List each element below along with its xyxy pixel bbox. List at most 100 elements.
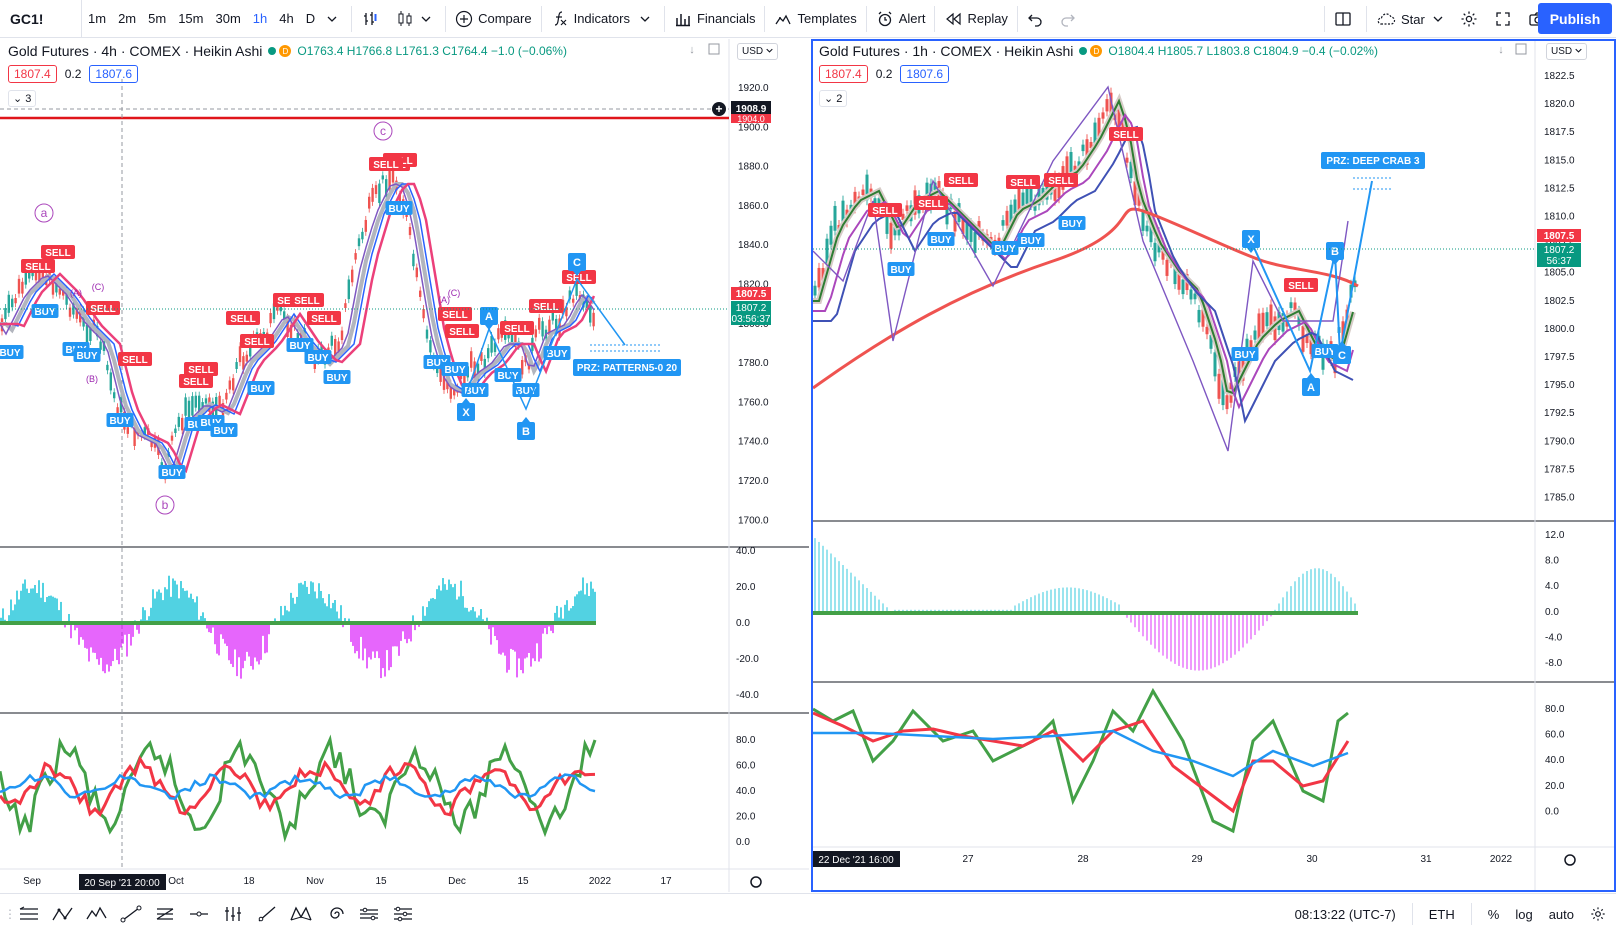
settings-button[interactable] xyxy=(1454,0,1489,38)
buy-signal-badge-text: BUY xyxy=(1061,219,1082,230)
indicator-collapse-toggle[interactable]: ⌄ 3 xyxy=(8,90,37,107)
financials-button[interactable]: Financials xyxy=(668,0,762,38)
candle-body xyxy=(1017,187,1021,212)
long-position-tool[interactable] xyxy=(12,897,46,931)
interval-30m-button[interactable]: 30m xyxy=(215,11,241,26)
sell-signal-badge-text: SELL xyxy=(311,314,337,325)
currency-selector[interactable]: USD xyxy=(1546,43,1587,60)
ask-price[interactable]: 1807.6 xyxy=(89,65,139,83)
elliott-wave-tool[interactable] xyxy=(80,897,114,931)
fullscreen-button[interactable] xyxy=(1489,0,1522,38)
right-chart-canvas[interactable]: 1822.5 1820.0 1817.5 1815.0 1812.5 1810.0 1807… xyxy=(813,41,1614,890)
gear-icon[interactable] xyxy=(1564,854,1576,866)
left-chart-title[interactable]: Gold Futures · 4h · COMEX · Heikin Ashi xyxy=(8,43,263,59)
pattern-point-c-pointer xyxy=(1338,341,1346,346)
candles-style-button[interactable] xyxy=(390,0,442,38)
ray-tool[interactable] xyxy=(250,897,284,931)
rsi-axis-label: 0.0 xyxy=(736,837,750,848)
horizontal-line-tool[interactable] xyxy=(182,897,216,931)
gear-icon[interactable] xyxy=(750,876,762,888)
auto-scale-toggle[interactable]: auto xyxy=(1548,906,1574,922)
clock-timezone[interactable]: 08:13:22 (UTC-7) xyxy=(1294,906,1396,922)
undo-button[interactable] xyxy=(1021,0,1054,38)
indicators-button[interactable]: Indicators xyxy=(545,0,661,38)
alert-button[interactable]: Alert xyxy=(870,0,932,38)
xabcd-pattern-tool[interactable] xyxy=(284,897,318,931)
maximize-pane-icon[interactable] xyxy=(1515,43,1527,55)
oscillator-axis-label: -8.0 xyxy=(1545,658,1563,669)
trendline-tool[interactable] xyxy=(114,897,148,931)
parallel-channel-tool[interactable] xyxy=(352,897,386,931)
maximize-pane-icon[interactable] xyxy=(708,43,720,55)
log-scale-toggle[interactable]: log xyxy=(1515,906,1533,922)
bid-price[interactable]: 1807.4 xyxy=(819,65,868,83)
chart-pane-left[interactable]: 1920.01900.01880.01860.01840.01820.01800… xyxy=(0,39,809,892)
indicator-collapse-toggle[interactable]: ⌄ 2 xyxy=(819,90,848,107)
prz-label-text: PRZ: PATTERN5-0 20 xyxy=(577,363,678,374)
moving-average-line xyxy=(0,182,596,477)
interval-15m-button[interactable]: 15m xyxy=(178,11,204,26)
right-chart-title[interactable]: Gold Futures · 1h · COMEX · Heikin Ashi xyxy=(819,43,1074,59)
symbol-search[interactable]: GC1! xyxy=(0,0,82,38)
cycle-tool[interactable] xyxy=(318,897,352,931)
candle-body xyxy=(933,182,937,190)
candle-body xyxy=(1077,161,1081,168)
harmonic-pattern-lines[interactable] xyxy=(465,277,626,411)
ask-price[interactable]: 1807.6 xyxy=(900,65,950,83)
slow-moving-average xyxy=(813,207,1359,390)
interval-1m-button[interactable]: 1m xyxy=(88,11,107,26)
sell-signal-badge-text: SELL xyxy=(373,160,399,171)
prz-label-box[interactable] xyxy=(1321,152,1425,169)
gear-icon[interactable] xyxy=(1590,906,1606,922)
session-toggle[interactable]: ETH xyxy=(1428,906,1455,922)
pattern-point-a-pointer xyxy=(1307,373,1315,378)
interval-2m-button[interactable]: 2m xyxy=(118,11,137,26)
candle-body xyxy=(541,321,544,337)
interval-4h-button[interactable]: 4h xyxy=(279,11,294,26)
chart-pane-right[interactable]: 1822.5 1820.0 1817.5 1815.0 1812.5 1810.0 1807… xyxy=(811,39,1616,892)
templates-button[interactable]: Templates xyxy=(768,0,862,38)
price-axis-label: 1920.0 xyxy=(738,83,769,94)
candle-body xyxy=(1225,395,1229,410)
candle-body xyxy=(1245,338,1249,355)
interval-dropdown[interactable] xyxy=(321,0,348,38)
percent-scale-toggle[interactable]: % xyxy=(1487,906,1500,922)
abcd-pattern-tool[interactable] xyxy=(46,897,80,931)
interval-1h-button[interactable]: 1h xyxy=(252,11,268,26)
candle-body xyxy=(568,290,571,300)
star-button[interactable]: Star xyxy=(1370,0,1454,38)
left-chart-canvas[interactable]: 1920.01900.01880.01860.01840.01820.01800… xyxy=(0,39,809,892)
interval-5m-button[interactable]: 5m xyxy=(148,11,167,26)
currency-selector[interactable]: USD xyxy=(737,43,778,60)
buy-signal-badge xyxy=(385,201,413,215)
replay-button[interactable]: Replay xyxy=(938,0,1013,38)
fib-tool[interactable] xyxy=(148,897,182,931)
toolbar-grip[interactable]: ⋮ xyxy=(4,907,16,921)
right-chart-legend: Gold Futures · 1h · COMEX · Heikin Ashi … xyxy=(819,43,1378,59)
regression-tool[interactable] xyxy=(386,897,420,931)
time-axis-label: 18 xyxy=(243,876,255,887)
candle-body xyxy=(21,281,24,294)
ray-icon xyxy=(258,906,276,922)
sell-signal-badge-text: SELL xyxy=(948,176,974,187)
bar-style-button[interactable] xyxy=(355,0,390,38)
pattern-point-b xyxy=(517,422,535,440)
candle-body xyxy=(463,375,466,386)
publish-button[interactable]: Publish xyxy=(1538,3,1612,34)
interval-d-button[interactable]: D xyxy=(305,11,316,26)
sell-signal-badge-text: SELL xyxy=(188,365,214,376)
candle-body xyxy=(62,290,65,296)
candle-body xyxy=(476,363,480,381)
candle-body xyxy=(493,342,497,353)
candle-body xyxy=(1125,157,1129,163)
candle-body xyxy=(497,328,500,340)
layout-button[interactable] xyxy=(1328,0,1363,38)
prz-label-box[interactable] xyxy=(573,359,681,376)
pattern-point-b-pointer xyxy=(522,417,530,422)
add-alert-icon[interactable] xyxy=(712,102,726,116)
compare-button[interactable]: Compare xyxy=(449,0,537,38)
bid-price[interactable]: 1807.4 xyxy=(8,65,57,83)
candle-body xyxy=(1005,210,1009,226)
redo-button[interactable] xyxy=(1054,0,1087,38)
vertical-lines-tool[interactable] xyxy=(216,897,250,931)
